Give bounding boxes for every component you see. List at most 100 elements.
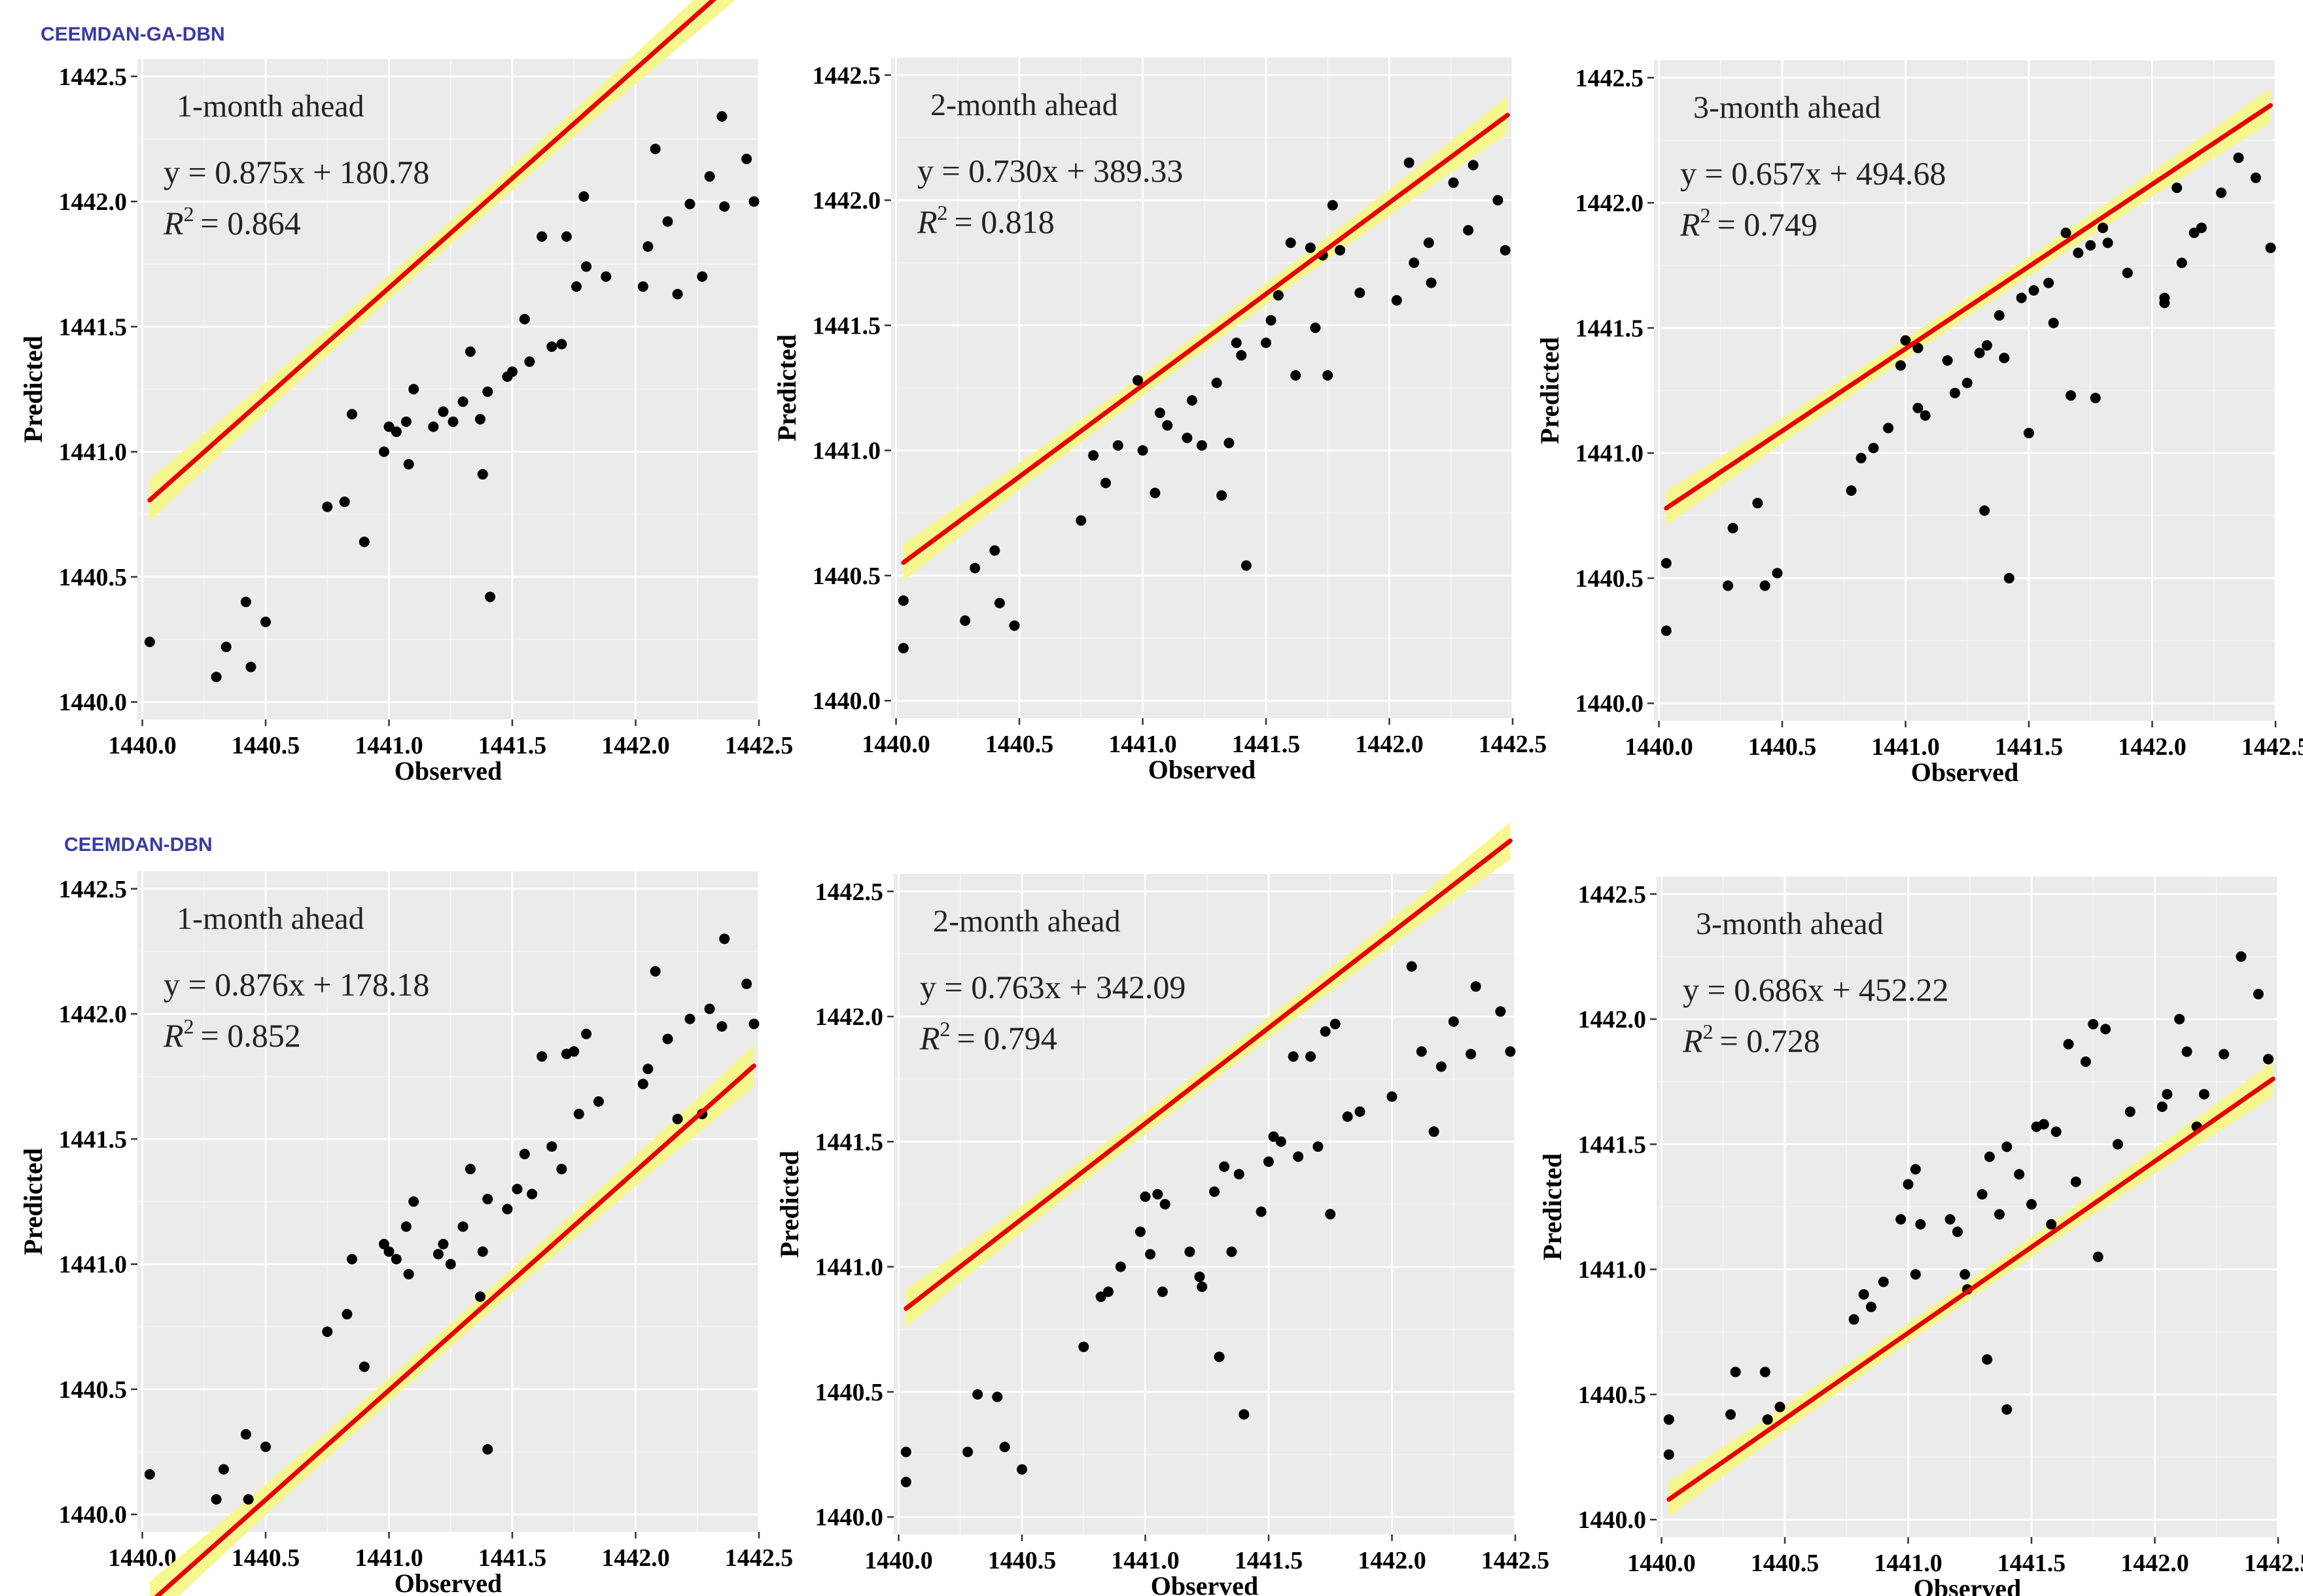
y-axis-title: Predicted bbox=[1535, 337, 1564, 444]
data-point bbox=[1305, 1051, 1316, 1062]
data-point bbox=[457, 396, 468, 408]
data-point bbox=[2189, 227, 2200, 238]
x-tick-label: 1441.5 bbox=[1232, 731, 1301, 758]
data-point bbox=[704, 171, 715, 182]
x-axis-title: Observed bbox=[1911, 757, 2018, 787]
y-tick-label: 1440.0 bbox=[813, 687, 881, 715]
data-point bbox=[1878, 1276, 1889, 1287]
data-point bbox=[1752, 498, 1763, 509]
data-point bbox=[960, 615, 971, 626]
data-point bbox=[1211, 377, 1222, 389]
data-point bbox=[719, 933, 730, 945]
data-point bbox=[970, 563, 981, 574]
data-point bbox=[999, 1442, 1010, 1453]
data-point bbox=[2219, 1049, 2230, 1060]
data-point bbox=[260, 616, 272, 627]
data-point bbox=[2088, 1018, 2099, 1030]
data-point bbox=[408, 384, 419, 394]
data-point bbox=[1661, 625, 1672, 636]
data-point bbox=[383, 421, 395, 432]
data-point bbox=[1310, 322, 1321, 334]
r-squared-label: R2 = 0.728 bbox=[1682, 1020, 1820, 1059]
data-point bbox=[2198, 1088, 2209, 1100]
data-point bbox=[748, 1018, 760, 1030]
data-point bbox=[1132, 375, 1143, 386]
data-point bbox=[507, 366, 518, 377]
data-point bbox=[1078, 1342, 1089, 1353]
y-tick-label: 1440.0 bbox=[59, 689, 128, 716]
data-point bbox=[359, 1361, 370, 1372]
data-point bbox=[593, 1096, 604, 1107]
data-point bbox=[989, 545, 1000, 556]
data-point bbox=[1342, 1111, 1353, 1122]
x-tick-label: 1442.0 bbox=[1355, 731, 1424, 758]
y-tick-label: 1441.5 bbox=[59, 313, 128, 341]
data-point bbox=[556, 1164, 567, 1175]
r-squared-label: R2 = 0.864 bbox=[163, 202, 301, 241]
y-tick-label: 1441.0 bbox=[59, 1251, 128, 1279]
data-point bbox=[2159, 292, 2170, 304]
data-point bbox=[1223, 438, 1235, 449]
data-point bbox=[1942, 355, 1953, 366]
data-point bbox=[741, 154, 752, 165]
data-point bbox=[1152, 1188, 1163, 1200]
x-axis-title: Observed bbox=[395, 1569, 502, 1596]
data-point bbox=[1846, 485, 1857, 496]
r-squared-label: R2 = 0.852 bbox=[163, 1015, 301, 1054]
x-axis-title: Observed bbox=[1148, 755, 1256, 784]
chart-dbn-3-month: 1440.0 1440.5 1441.0 1441.5 1442.0 1442.5 1440… bbox=[1538, 876, 2303, 1596]
data-point bbox=[1910, 1164, 1921, 1175]
panel-title: 1-month ahead bbox=[177, 901, 364, 936]
data-point bbox=[1293, 1151, 1304, 1162]
panel-title: 2-month ahead bbox=[930, 88, 1118, 122]
data-point bbox=[2070, 1176, 2081, 1187]
data-point bbox=[1912, 342, 1924, 353]
x-tick-label: 1441.5 bbox=[478, 732, 547, 759]
data-point bbox=[1261, 338, 1272, 349]
data-point bbox=[2066, 390, 2077, 401]
x-tick-label: 1441.5 bbox=[478, 1544, 547, 1572]
x-tick-label: 1440.0 bbox=[108, 1544, 177, 1572]
regression-line bbox=[147, 0, 717, 503]
y-tick-label: 1442.0 bbox=[815, 1003, 884, 1031]
r-squared-label: R2 = 0.818 bbox=[917, 201, 1055, 240]
data-point bbox=[502, 1204, 513, 1215]
data-point bbox=[1725, 1409, 1736, 1420]
data-point bbox=[2098, 222, 2109, 234]
data-point bbox=[1134, 1226, 1146, 1238]
r-squared-label: R2 = 0.749 bbox=[1679, 203, 1818, 243]
data-point bbox=[482, 1194, 493, 1205]
data-point bbox=[1320, 1026, 1331, 1037]
data-point bbox=[1409, 257, 1420, 268]
data-point bbox=[2216, 187, 2227, 198]
data-point bbox=[482, 1444, 493, 1455]
data-point bbox=[2080, 1056, 2091, 1067]
x-axis-title: Observed bbox=[395, 756, 502, 786]
data-point bbox=[2236, 951, 2247, 962]
y-tick-label: 1442.5 bbox=[59, 63, 128, 91]
data-point bbox=[1100, 477, 1111, 489]
y-tick-label: 1442.5 bbox=[813, 62, 881, 90]
data-point bbox=[2122, 268, 2133, 279]
data-point bbox=[1428, 1126, 1439, 1137]
data-point bbox=[546, 1141, 557, 1152]
data-point bbox=[962, 1446, 974, 1457]
data-point bbox=[260, 1441, 272, 1452]
y-axis-title: Predicted bbox=[1538, 1153, 1567, 1260]
data-point bbox=[1312, 1141, 1324, 1153]
data-point bbox=[1327, 200, 1338, 211]
data-point bbox=[716, 1021, 728, 1032]
data-point bbox=[475, 413, 486, 425]
data-point bbox=[2196, 222, 2207, 234]
data-point bbox=[1325, 1209, 1336, 1220]
data-point bbox=[245, 661, 256, 672]
data-point bbox=[445, 1258, 456, 1270]
data-point bbox=[992, 1391, 1003, 1402]
x-tick-label: 1440.5 bbox=[1748, 733, 1817, 761]
data-point bbox=[1009, 620, 1020, 631]
data-point bbox=[2014, 1169, 2025, 1180]
data-point bbox=[2092, 1251, 2103, 1262]
data-point bbox=[1920, 410, 1931, 421]
y-tick-label: 1441.5 bbox=[1575, 315, 1644, 342]
data-point bbox=[1468, 160, 1479, 171]
